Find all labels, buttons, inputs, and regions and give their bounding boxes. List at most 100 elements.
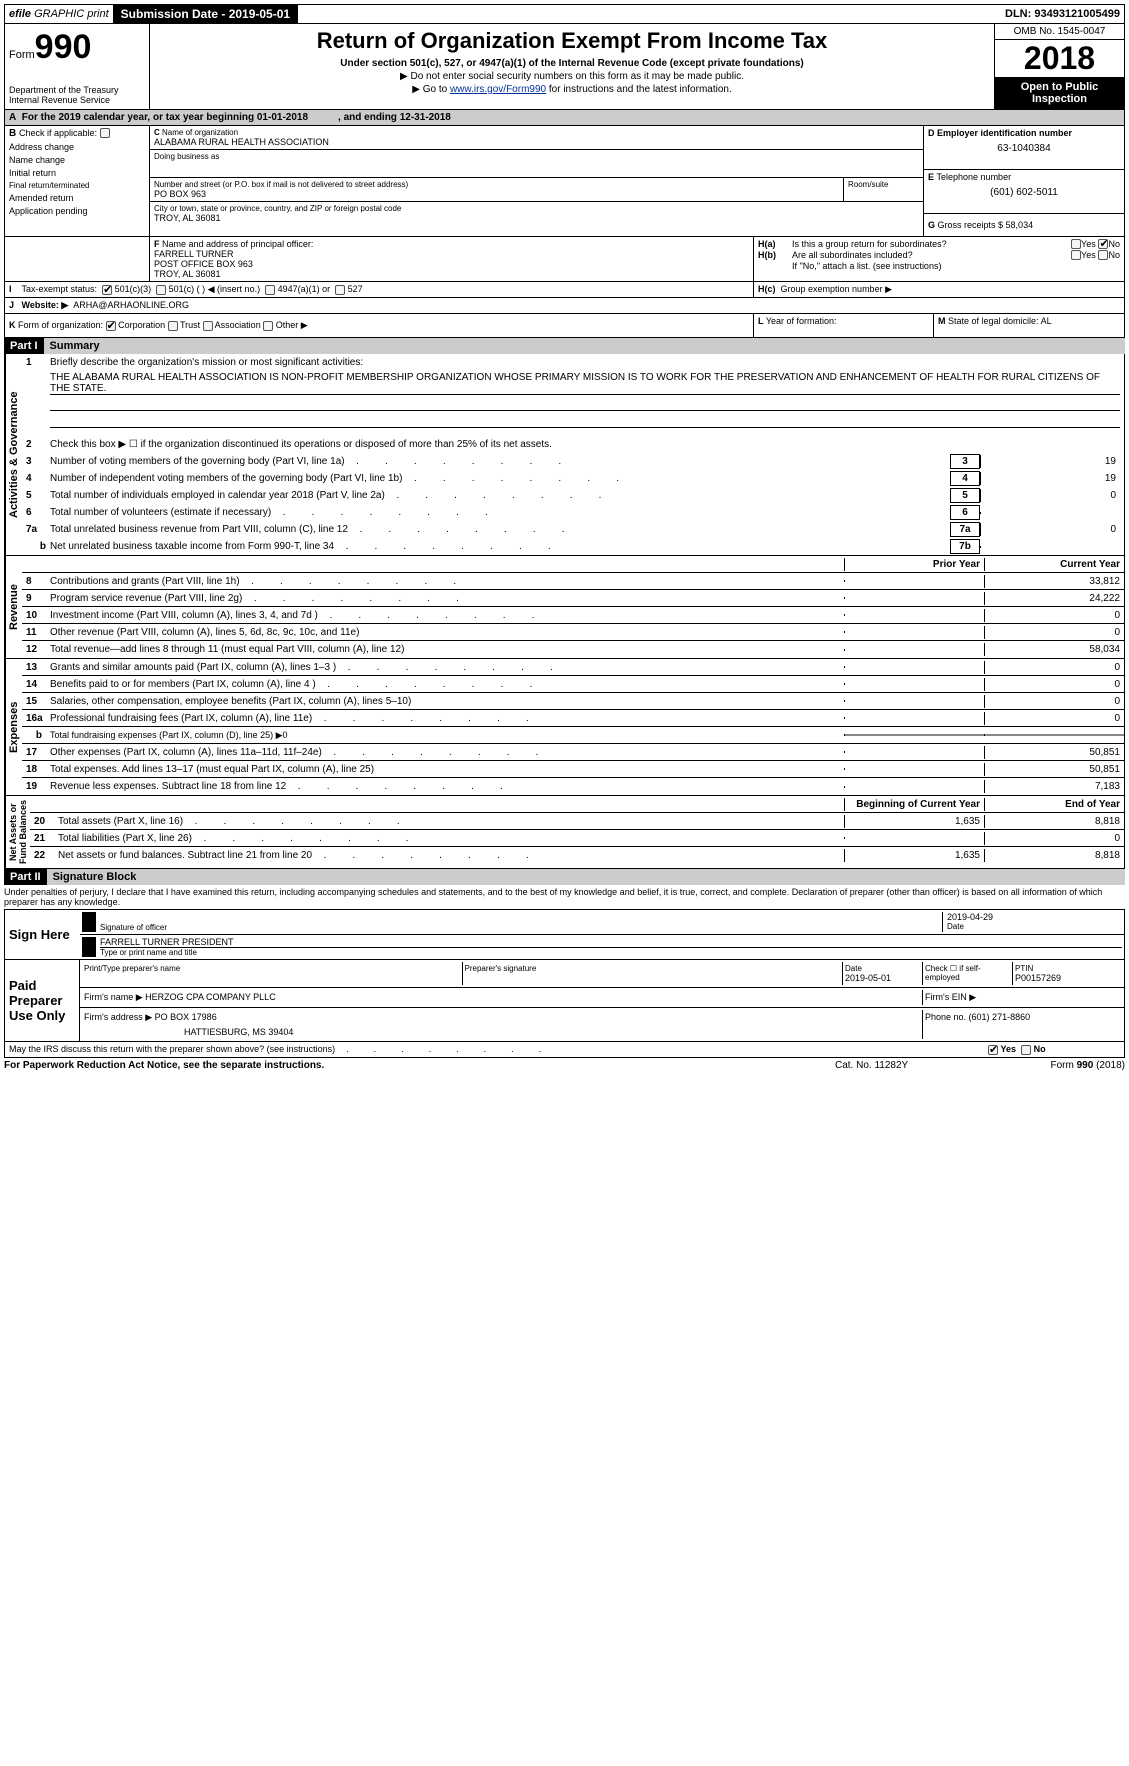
val-22e: 8,818 <box>984 849 1124 862</box>
part2-title: Signature Block <box>47 869 1125 885</box>
top-bar: efile GRAPHIC print Submission Date - 20… <box>4 4 1125 24</box>
submission-date: Submission Date - 2019-05-01 <box>113 5 298 23</box>
identity-block: B Check if applicable: Address change Na… <box>4 126 1125 237</box>
sign-here-block: Sign Here Signature of officer 2019-04-29… <box>4 909 1125 960</box>
firm-ein: Firm's EIN ▶ <box>922 990 1122 1005</box>
cb-amended: Amended return <box>9 193 145 203</box>
cb-ha-no[interactable] <box>1098 239 1108 249</box>
part1-label: Part I <box>4 338 44 354</box>
ein: 63-1040384 <box>928 143 1120 154</box>
return-title: Return of Organization Exempt From Incom… <box>154 28 990 54</box>
col-begin: Beginning of Current Year <box>844 798 984 811</box>
check-self-employed: Check ☐ if self-employed <box>922 962 1012 985</box>
val-8: 33,812 <box>984 575 1124 588</box>
firm-addr1: PO BOX 17986 <box>155 1012 217 1022</box>
officer-name: FARRELL TURNER <box>154 249 749 259</box>
room-label: Room/suite <box>843 178 923 201</box>
subtitle-3: ▶ Go to www.irs.gov/Form990 for instruct… <box>154 84 990 95</box>
val-6 <box>980 512 1120 514</box>
cb-ha-yes[interactable] <box>1071 239 1081 249</box>
val-18: 50,851 <box>984 763 1124 776</box>
street: PO BOX 963 <box>154 189 839 199</box>
tax-year: 2018 <box>995 40 1124 77</box>
paid-preparer-block: Paid Preparer Use Only Print/Type prepar… <box>4 960 1125 1042</box>
cb-pending: Application pending <box>9 206 145 216</box>
section-revenue: Revenue Prior YearCurrent Year 8Contribu… <box>4 556 1125 659</box>
prep-sig-label: Preparer's signature <box>462 962 843 985</box>
val-13: 0 <box>984 661 1124 674</box>
checkbox-applicable[interactable] <box>100 128 110 138</box>
vlabel-expenses: Expenses <box>5 659 22 795</box>
val-19: 7,183 <box>984 780 1124 793</box>
val-15: 0 <box>984 695 1124 708</box>
mission-text: THE ALABAMA RURAL HEALTH ASSOCIATION IS … <box>50 372 1120 395</box>
irs-link[interactable]: www.irs.gov/Form990 <box>450 84 546 95</box>
sign-here-label: Sign Here <box>5 910 80 959</box>
domicile: AL <box>1041 316 1052 326</box>
val-4: 19 <box>980 472 1120 485</box>
cb-501c[interactable] <box>156 285 166 295</box>
val-22b: 1,635 <box>844 849 984 862</box>
val-20b: 1,635 <box>844 815 984 828</box>
cb-name-change: Name change <box>9 155 145 165</box>
cb-initial-return: Initial return <box>9 168 145 178</box>
discuss-row: May the IRS discuss this return with the… <box>4 1042 1125 1058</box>
dba-label: Doing business as <box>154 152 919 161</box>
hc-label: Group exemption number ▶ <box>781 284 892 294</box>
open-public: Open to Public Inspection <box>995 77 1124 109</box>
section-f: F Name and address of principal officer:… <box>150 237 754 281</box>
cb-501c3[interactable] <box>102 285 112 295</box>
line-i: I Tax-exempt status: 501(c)(3) 501(c) ( … <box>4 282 1125 298</box>
col-prior: Prior Year <box>844 558 984 571</box>
cb-discuss-no[interactable] <box>1021 1045 1031 1055</box>
org-name: ALABAMA RURAL HEALTH ASSOCIATION <box>154 137 919 147</box>
cb-address-change: Address change <box>9 142 145 152</box>
form-number: 990 <box>35 28 92 66</box>
section-expenses: Expenses 13Grants and similar amounts pa… <box>4 659 1125 796</box>
val-16a: 0 <box>984 712 1124 725</box>
form-word: Form <box>9 49 35 61</box>
officer-addr1: POST OFFICE BOX 963 <box>154 259 749 269</box>
subtitle-2: ▶ Do not enter social security numbers o… <box>154 71 990 82</box>
line-j: J Website: ▶ ARHA@ARHAONLINE.ORG <box>4 298 1125 314</box>
sig-officer-label: Signature of officer <box>100 923 942 932</box>
sig-date: 2019-04-29 <box>947 912 1122 922</box>
subtitle-1: Under section 501(c), 527, or 4947(a)(1)… <box>154 58 990 69</box>
dln: DLN: 93493121005499 <box>1001 6 1124 22</box>
part1-title: Summary <box>44 338 1125 354</box>
page-footer: For Paperwork Reduction Act Notice, see … <box>4 1058 1125 1073</box>
efile-label: efile GRAPHIC print <box>5 6 113 22</box>
part2-header: Part II Signature Block <box>4 869 1125 885</box>
cb-assoc[interactable] <box>203 321 213 331</box>
section-deg: D Employer identification number63-10403… <box>924 126 1124 236</box>
cb-527[interactable] <box>335 285 345 295</box>
val-12: 58,034 <box>984 643 1124 656</box>
website: ARHA@ARHAONLINE.ORG <box>73 300 189 310</box>
section-b: B Check if applicable: Address change Na… <box>5 126 150 236</box>
officer-addr2: TROY, AL 36081 <box>154 269 749 279</box>
ptin: P00157269 <box>1015 973 1120 983</box>
col-current: Current Year <box>984 558 1124 571</box>
cat-no: Cat. No. 11282Y <box>835 1060 995 1071</box>
cb-corp[interactable] <box>106 321 116 331</box>
officer-print-name: FARRELL TURNER PRESIDENT <box>100 937 1122 948</box>
section-governance: Activities & Governance 1Briefly describ… <box>4 354 1125 556</box>
cb-trust[interactable] <box>168 321 178 331</box>
vlabel-revenue: Revenue <box>5 556 22 658</box>
prep-date: 2019-05-01 <box>845 973 920 983</box>
val-14: 0 <box>984 678 1124 691</box>
section-c: C Name of organizationALABAMA RURAL HEAL… <box>150 126 924 236</box>
cb-final-return: Final return/terminated <box>9 181 145 190</box>
cb-hb-yes[interactable] <box>1071 250 1081 260</box>
firm-addr2: HATTIESBURG, MS 39404 <box>184 1027 920 1037</box>
cb-discuss-yes[interactable] <box>988 1045 998 1055</box>
hb-note: If "No," attach a list. (see instruction… <box>792 261 1120 271</box>
cb-4947[interactable] <box>265 285 275 295</box>
part1-header: Part I Summary <box>4 338 1125 354</box>
cb-other[interactable] <box>263 321 273 331</box>
cb-hb-no[interactable] <box>1098 250 1108 260</box>
val-17: 50,851 <box>984 746 1124 759</box>
val-20e: 8,818 <box>984 815 1124 828</box>
val-3: 19 <box>980 455 1120 468</box>
vlabel-net: Net Assets or Fund Balances <box>5 796 30 868</box>
